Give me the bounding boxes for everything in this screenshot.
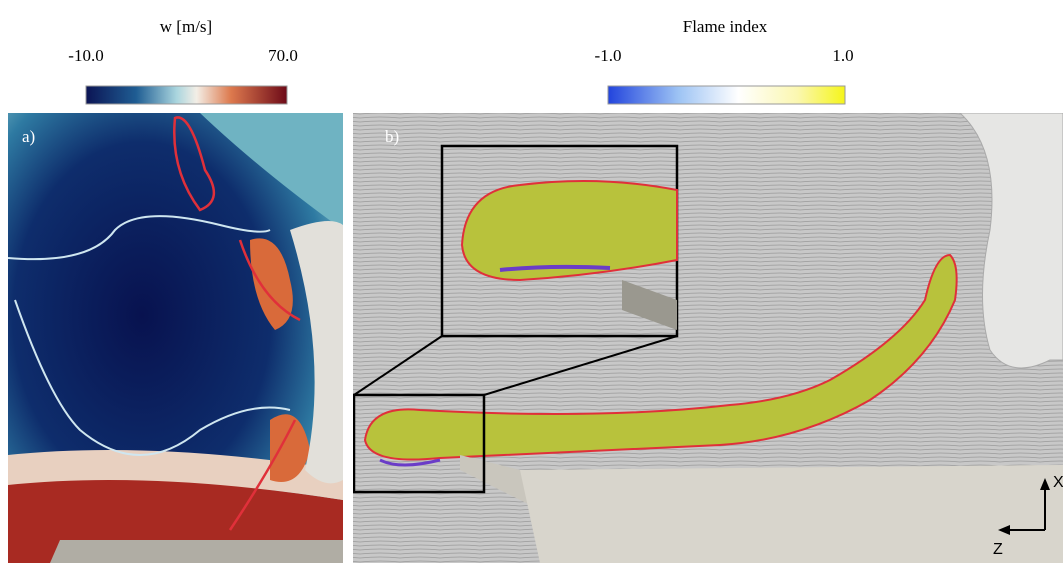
colorbar <box>607 85 846 105</box>
colorbar-max: 70.0 <box>268 46 298 65</box>
colorbar-title: w [m/s] <box>160 17 212 36</box>
colorbar-min: -1.0 <box>595 46 622 65</box>
panel-a: a) <box>8 113 343 563</box>
axis-label: Z <box>993 541 1003 558</box>
panel-label: b) <box>385 127 399 146</box>
panel-label: a) <box>22 127 35 146</box>
colorbar <box>85 85 288 105</box>
colorbar-min: -10.0 <box>68 46 103 65</box>
axis-label: X <box>1053 474 1063 491</box>
panel-b: b) X Z <box>353 113 1063 563</box>
colorbar-max: 1.0 <box>832 46 853 65</box>
colorbar-title: Flame index <box>683 17 768 36</box>
